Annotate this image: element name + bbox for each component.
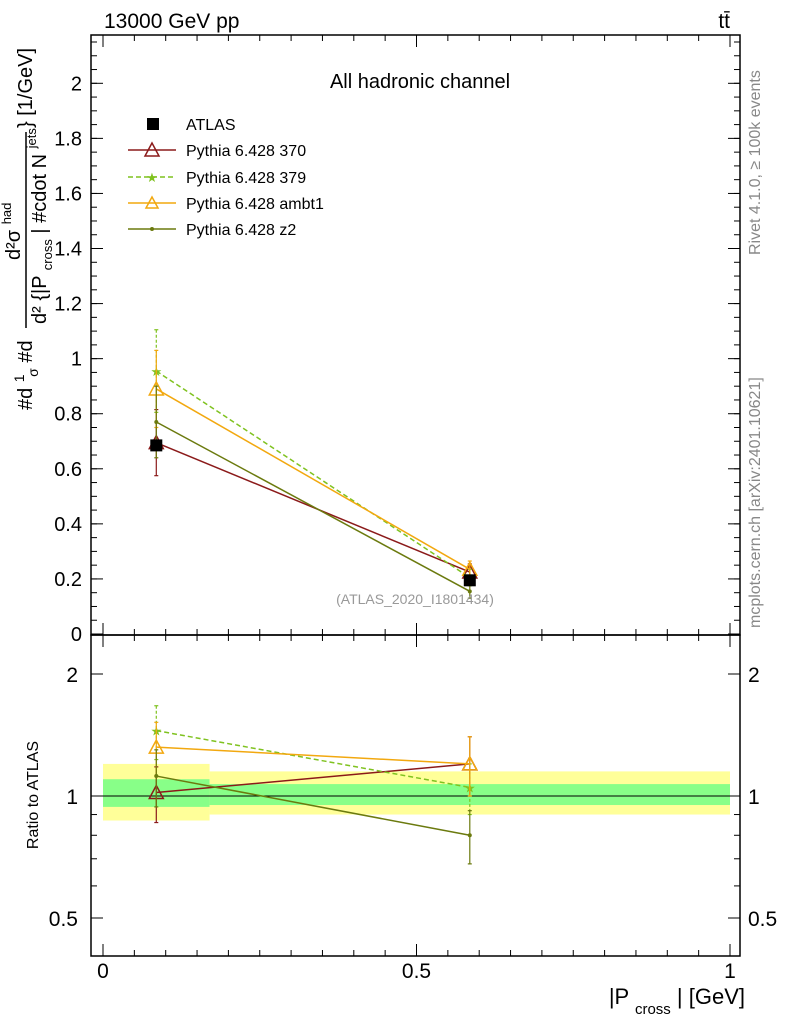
ylabel-units: } [1/GeV] <box>15 48 37 128</box>
ratio-ytick-label: 0.5 <box>49 908 78 931</box>
ylabel-frac-num: 1 <box>11 374 27 382</box>
ratio-series-pythia-6-428-370-line <box>156 763 470 794</box>
main-ticks: 0 0.2 0.4 0.6 0.8 1 1.2 1.4 1.6 1.8 2 <box>54 35 740 646</box>
main-series-atlas-point-marker <box>150 439 163 452</box>
main-ytick-label: 0 <box>71 624 82 646</box>
svg-text:#d 1 σ: #d 1 σ #d <box>7 340 43 410</box>
ylabel-num-sup: had <box>0 203 14 225</box>
legend: ATLAS Pythia 6.428 370 ★ Pythia 6.428 37… <box>128 117 324 239</box>
legend-label-370: Pythia 6.428 370 <box>186 143 306 160</box>
ratio-series-pythia-6-428-z2-point-marker <box>154 774 159 779</box>
ratio-panel: ★★ 0.5 0.5 1 1 2 2 0 0.5 1 Ratio to ATLAS |P cro… <box>25 634 777 1019</box>
main-ytick-label: 0.8 <box>54 404 82 426</box>
main-panel: ★★ 0 0.2 0.4 0.6 0.8 1 1.2 1.4 1.6 1.8 2 All hadro… <box>0 34 741 646</box>
svg-text:d²σ had: d²σ had <box>0 203 25 260</box>
main-ytick-label: 2 <box>71 73 82 95</box>
main-ylabel: #d 1 σ #d d²σ had d² {|P cross | #cdot N… <box>0 48 57 410</box>
ylabel-den-rest: | #cdot N <box>29 154 51 234</box>
main-title: All hadronic channel <box>330 71 510 93</box>
ratio-series-pythia-6-428-ambt1-line <box>156 746 470 765</box>
ratio-ticks: 0.5 0.5 1 1 2 2 0 0.5 1 <box>49 635 777 983</box>
main-series-pythia-6-428-379: ★★ <box>150 329 476 587</box>
ratio-series-pythia-6-428-ambt1-point-marker <box>461 755 479 771</box>
legend-label-atlas: ATLAS <box>186 117 236 134</box>
legend-marker-ambt1 <box>144 195 160 209</box>
ylabel-frac-den: σ <box>25 368 41 377</box>
ratio-xlabel: |P cross | [GeV] <box>609 984 745 1019</box>
ratio-ylabel: Ratio to ATLAS <box>25 741 42 849</box>
rivet-label: Rivet 4.1.0, ≥ 100k events <box>747 70 764 255</box>
svg-text:d² {|P cross |: d² {|P cross | #cdot N jets <box>24 128 57 324</box>
legend-marker-379: ★ <box>146 170 158 185</box>
legend-label-z2: Pythia 6.428 z2 <box>186 222 296 239</box>
main-ytick-label: 0.2 <box>54 569 82 591</box>
legend-marker-atlas <box>147 118 159 130</box>
main-series-atlas <box>150 439 476 587</box>
ratio-series-pythia-6-428-z2 <box>154 749 472 865</box>
xlabel-sub: cross <box>635 1001 671 1018</box>
main-series-pythia-6-428-z2 <box>154 385 472 599</box>
watermark: (ATLAS_2020_I1801434) <box>336 591 494 607</box>
ratio-xtick-label: 1 <box>724 960 736 983</box>
main-ytick-label: 1.8 <box>54 128 82 150</box>
xlabel-rest: | [GeV] <box>677 984 745 1009</box>
ratio-ytick-label-right: 1 <box>748 786 760 809</box>
main-ytick-label: 0.6 <box>54 459 82 481</box>
ratio-xtick-label: 0 <box>97 960 109 983</box>
ylabel-hash-d: #d <box>15 340 37 362</box>
ratio-ytick-label-right: 0.5 <box>748 908 777 931</box>
legend-label-ambt1: Pythia 6.428 ambt1 <box>186 196 324 213</box>
ylabel-den: d² {|P <box>29 276 51 324</box>
ylabel-den-sub: cross <box>40 239 55 271</box>
mcplots-label: mcplots.cern.ch [arXiv:2401.10621] <box>747 377 764 628</box>
main-series-pythia-6-428-z2-point-marker <box>154 419 159 424</box>
energy-label: 13000 GeV pp <box>104 10 239 33</box>
main-series-pythia-6-428-ambt1-line <box>155 388 471 570</box>
main-ytick-label: 1.6 <box>54 183 82 205</box>
ratio-series-pythia-6-428-z2-line <box>156 775 470 837</box>
ratio-ytick-label: 2 <box>66 664 78 687</box>
ratio-series-pythia-6-428-379-line <box>156 729 470 789</box>
legend-marker-370 <box>143 141 161 157</box>
main-series-pythia-6-428-ambt1 <box>148 349 479 579</box>
main-series-pythia-6-428-z2-line <box>155 421 471 592</box>
xlabel-main: |P <box>609 984 629 1009</box>
ratio-ytick-label-right: 2 <box>748 664 760 687</box>
ylabel-num: d²σ <box>3 229 25 260</box>
main-ytick-label: 0.4 <box>54 514 82 536</box>
main-ytick-label: 1 <box>71 349 82 371</box>
main-series-pythia-6-428-370 <box>148 408 479 581</box>
ratio-series: ★★ <box>148 705 479 865</box>
main-series: ★★ <box>148 329 479 599</box>
ratio-xtick-label: 0.5 <box>402 960 431 983</box>
legend-label-379: Pythia 6.428 379 <box>186 170 306 187</box>
main-ytick-label: 1.4 <box>54 239 82 261</box>
ylabel-den-sub2: jets <box>24 128 39 150</box>
main-series-atlas-point-marker <box>463 574 476 587</box>
process-label: tt̄ <box>718 10 730 33</box>
main-ytick-label: 1.2 <box>54 294 82 316</box>
ratio-ytick-label: 1 <box>66 786 78 809</box>
ratio-series-pythia-6-428-z2-point-marker <box>467 833 472 838</box>
ylabel-main: #d <box>15 388 37 410</box>
ratio-bands <box>103 763 731 821</box>
main-series-pythia-6-428-379-line <box>155 370 471 579</box>
ratio-series-pythia-6-428-ambt1 <box>148 721 479 797</box>
legend-marker-z2 <box>150 227 154 231</box>
main-series-pythia-6-428-z2-point-marker <box>467 589 472 594</box>
